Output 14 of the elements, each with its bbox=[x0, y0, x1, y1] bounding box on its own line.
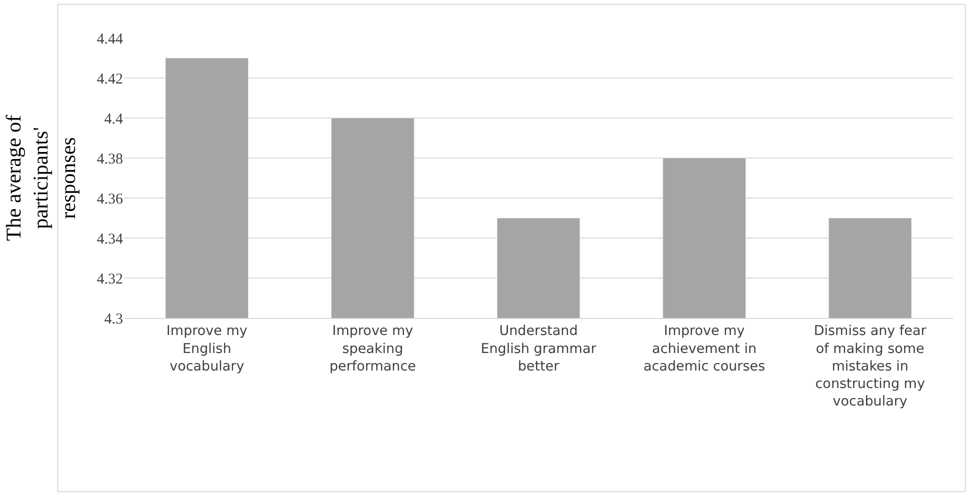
x-tick-label: Improve my speaking performance bbox=[329, 323, 416, 374]
y-tick-label: 4.44 bbox=[96, 31, 124, 48]
y-tick-label: 4.4 bbox=[104, 111, 124, 128]
y-tick-label: 4.32 bbox=[96, 271, 123, 288]
y-tick-label: 4.3 bbox=[104, 311, 123, 328]
x-tick-label: Dismiss any fear of making some mistakes in constructing my vocabulary bbox=[814, 323, 927, 410]
y-tick-label: 4.36 bbox=[96, 191, 124, 208]
y-tick-label: 4.42 bbox=[96, 71, 123, 88]
x-tick-label: Understand English grammar better bbox=[480, 323, 597, 374]
x-tick-label: Improve my English vocabulary bbox=[166, 323, 248, 374]
y-tick-label: 4.38 bbox=[96, 151, 123, 168]
y-tick-label: 4.34 bbox=[96, 231, 124, 248]
x-tick-label: Improve my achievement in academic courses bbox=[643, 323, 766, 374]
y-axis-title: The average of participants' responses bbox=[1, 115, 80, 241]
